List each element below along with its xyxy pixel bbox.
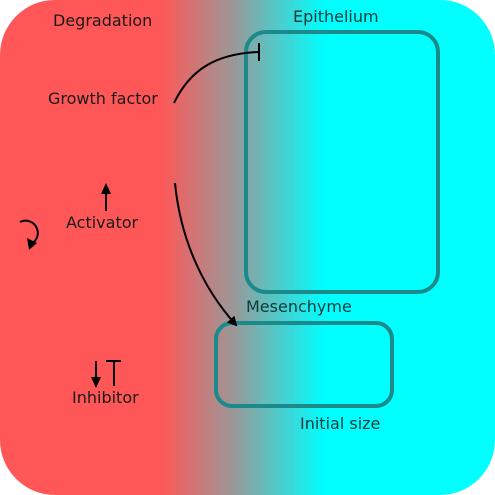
arrow-down-icon <box>91 361 101 388</box>
rotate-ccw-icon <box>19 219 39 250</box>
degradation-label: Degradation <box>53 11 153 30</box>
growth-factor-label: Growth factor <box>48 89 158 108</box>
inhibitor-label: Inhibitor <box>72 388 139 407</box>
mesenchyme-label: Mesenchyme <box>246 297 352 316</box>
epithelium-label: Epithelium <box>293 7 379 26</box>
growth-factor-activation-arrow <box>174 182 238 327</box>
activator-label: Activator <box>66 213 139 232</box>
epithelium-box <box>244 30 440 294</box>
initial-size-label: Initial size <box>300 414 381 433</box>
growth-factor-inhibition-line <box>173 51 259 104</box>
t-bar-inhibit-icon <box>106 360 121 386</box>
mesenchyme-box <box>214 321 394 408</box>
arrow-up-icon <box>101 183 111 211</box>
